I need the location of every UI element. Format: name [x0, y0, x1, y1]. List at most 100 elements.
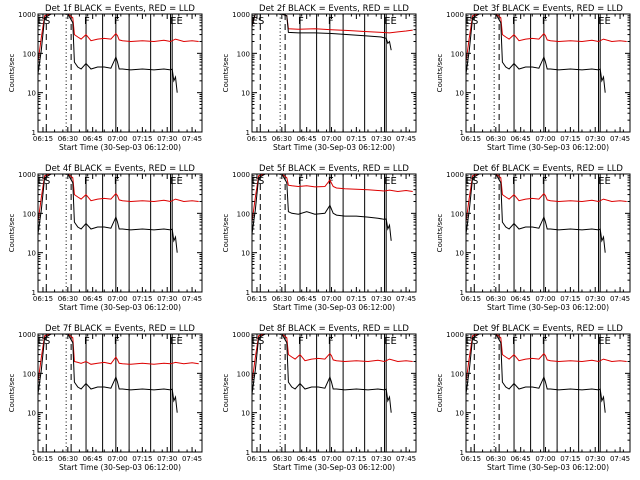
x-tick-label: 07:15: [132, 135, 152, 143]
x-tick-label: 06:30: [58, 455, 78, 463]
x-tick-label: 07:45: [610, 455, 630, 463]
y-tick-label: 100: [451, 370, 464, 378]
x-tick-label: 07:00: [107, 295, 127, 303]
x-tick-label: 07:45: [182, 135, 202, 143]
x-tick-label: 07:30: [157, 135, 177, 143]
x-tick-label: 06:15: [33, 455, 53, 463]
y-tick-label: 10: [241, 250, 250, 258]
marker-label: EE: [170, 336, 183, 347]
plot-frame: [37, 13, 203, 133]
x-tick-label: 07:30: [371, 135, 391, 143]
x-tick-label: 07:15: [132, 455, 152, 463]
marker-label: EE: [170, 176, 183, 187]
x-tick-label: 06:30: [486, 295, 506, 303]
x-tick-label: 06:15: [461, 295, 481, 303]
events-series: [38, 334, 178, 413]
x-tick-label: 07:00: [535, 135, 555, 143]
lld-series: [466, 14, 627, 63]
x-tick-label: 06:30: [272, 135, 292, 143]
events-series: [38, 14, 178, 93]
detector-panel: Det 2f BLACK = Events, RED = LLD ES F F EE 1 1…: [222, 4, 417, 152]
y-tick-label: 1000: [232, 11, 250, 19]
y-tick-label: 1: [460, 129, 464, 137]
x-tick-label: 07:45: [610, 295, 630, 303]
x-tick-label: 06:45: [297, 135, 317, 143]
y-tick-label: 10: [27, 90, 36, 98]
event-markers: [473, 174, 601, 292]
x-tick-label: 06:45: [297, 455, 317, 463]
y-tick-label: 1000: [446, 171, 464, 179]
event-markers: [259, 334, 387, 452]
marker-label: F: [328, 16, 334, 27]
lld-series: [38, 174, 199, 223]
marker-label: F: [84, 176, 90, 187]
marker-label: F: [298, 336, 304, 347]
y-tick-label: 10: [27, 250, 36, 258]
x-tick-label: 07:30: [585, 455, 605, 463]
y-tick-label: 100: [237, 370, 250, 378]
panel-title: Det 2f BLACK = Events, RED = LLD: [259, 4, 409, 14]
y-tick-label: 1: [32, 129, 36, 137]
marker-label: F: [114, 336, 120, 347]
x-tick-label: 06:15: [33, 295, 53, 303]
x-tick-label: 06:45: [83, 455, 103, 463]
x-axis-label: Start Time (30-Sep-03 06:12:00): [59, 143, 181, 152]
marker-label: EE: [384, 176, 397, 187]
x-axis-label: Start Time (30-Sep-03 06:12:00): [273, 463, 395, 472]
plot-frame: [251, 13, 417, 133]
plot-frame: [465, 173, 631, 293]
y-axis-label: Counts/sec: [222, 214, 230, 253]
y-tick-label: 1: [32, 289, 36, 297]
events-series: [252, 334, 392, 413]
x-axis-label: Start Time (30-Sep-03 06:12:00): [487, 303, 609, 312]
marker-label: F: [542, 336, 548, 347]
events-series: [252, 174, 392, 241]
panel-title: Det 3f BLACK = Events, RED = LLD: [473, 4, 623, 14]
x-tick-label: 07:45: [396, 455, 416, 463]
plot-frame: [37, 173, 203, 293]
plot-frame: [37, 333, 203, 453]
y-axis-label: Counts/sec: [222, 374, 230, 413]
marker-label: F: [328, 336, 334, 347]
marker-label: EE: [384, 336, 397, 347]
lld-series: [252, 174, 413, 223]
panel-title: Det 9f BLACK = Events, RED = LLD: [473, 324, 623, 334]
y-tick-label: 1: [460, 289, 464, 297]
x-tick-label: 07:00: [321, 135, 341, 143]
x-tick-label: 06:15: [33, 135, 53, 143]
marker-label: EE: [170, 16, 183, 27]
x-axis-label: Start Time (30-Sep-03 06:12:00): [273, 143, 395, 152]
x-tick-label: 07:15: [560, 135, 580, 143]
y-tick-label: 100: [237, 50, 250, 58]
x-tick-label: 06:30: [58, 135, 78, 143]
events-series: [252, 14, 392, 51]
y-tick-label: 1000: [446, 331, 464, 339]
marker-label: F: [542, 16, 548, 27]
x-tick-label: 07:45: [182, 455, 202, 463]
x-axis-label: Start Time (30-Sep-03 06:12:00): [59, 303, 181, 312]
marker-label: F: [298, 176, 304, 187]
marker-label: F: [512, 176, 518, 187]
x-tick-label: 07:00: [535, 295, 555, 303]
x-tick-label: 06:30: [272, 455, 292, 463]
events-series: [38, 174, 178, 253]
marker-label: F: [114, 16, 120, 27]
plot-frame: [251, 173, 417, 293]
y-tick-label: 100: [237, 210, 250, 218]
x-tick-label: 07:45: [396, 295, 416, 303]
marker-label: EE: [598, 16, 611, 27]
x-tick-label: 06:15: [247, 295, 267, 303]
y-tick-label: 100: [451, 50, 464, 58]
x-tick-label: 07:15: [346, 135, 366, 143]
y-axis-label: Counts/sec: [436, 214, 444, 253]
x-tick-label: 07:00: [107, 455, 127, 463]
y-tick-label: 1: [460, 449, 464, 457]
x-tick-label: 07:30: [371, 455, 391, 463]
x-tick-label: 07:30: [585, 135, 605, 143]
